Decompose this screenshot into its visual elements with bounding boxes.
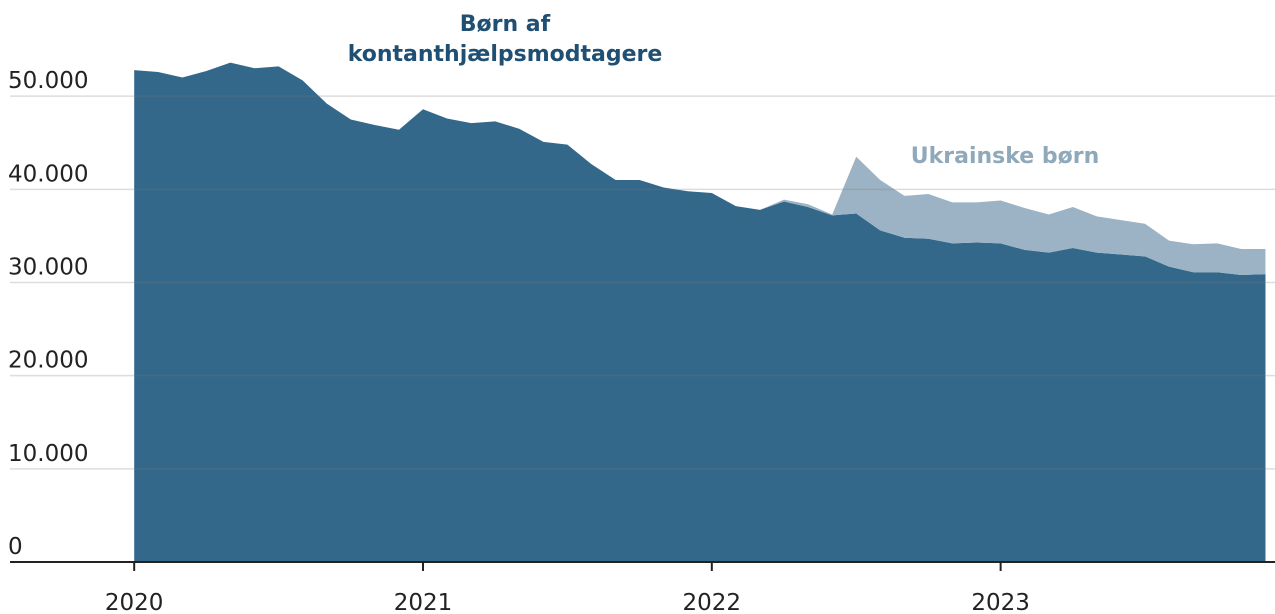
y-tick-label: 40.000 (8, 161, 88, 187)
area (134, 62, 1266, 276)
area (134, 62, 1266, 562)
x-tick-label: 2020 (105, 590, 164, 614)
x-tick-label: 2023 (971, 590, 1030, 614)
y-tick-label: 50.000 (8, 68, 88, 94)
y-tick-label: 0 (8, 534, 23, 560)
series-label: Ukrainske børn (910, 144, 1100, 169)
x-tick-label: 2021 (394, 590, 453, 614)
y-tick-label: 10.000 (8, 441, 88, 467)
series-label: Børn af kontanthjælpsmodtagere (347, 12, 663, 67)
y-tick-label: 20.000 (8, 348, 88, 374)
y-tick-label: 30.000 (8, 255, 88, 281)
x-tick-label: 2022 (683, 590, 742, 614)
